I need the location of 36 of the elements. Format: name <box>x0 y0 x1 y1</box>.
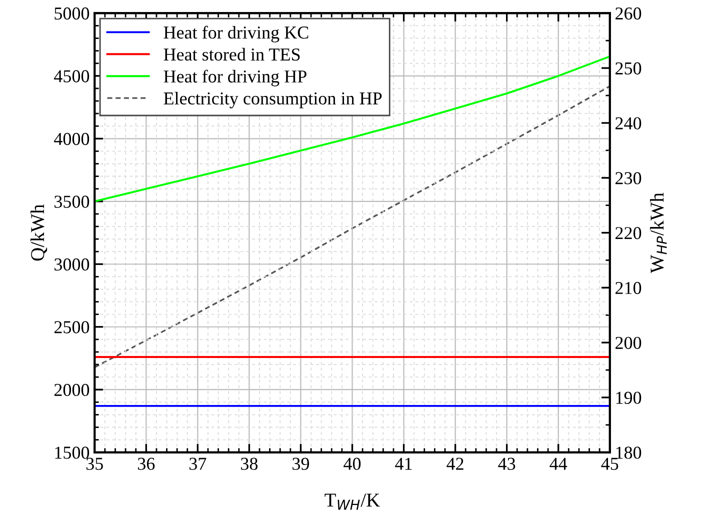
x-tick-label: 35 <box>86 458 103 470</box>
y-axis-title: Q/kWh <box>30 204 48 261</box>
y-tick-label: 4000 <box>54 132 90 146</box>
y-tick-label: 2500 <box>54 321 90 334</box>
y2-tick-label: 220 <box>616 227 642 240</box>
y-tick-label: 4500 <box>54 70 90 82</box>
y2-tick-label: 250 <box>616 62 642 74</box>
x-axis-title: T$_{WH}$/K <box>324 494 380 510</box>
line-series <box>94 85 610 368</box>
y2-tick-label: 210 <box>616 282 642 294</box>
legend-label: Heat for driving KC <box>164 26 308 42</box>
y-tick-label: 5000 <box>54 7 90 20</box>
legend-label: Electricity consumption in HP <box>164 92 382 108</box>
legend-label: Heat for driving HP <box>164 70 306 86</box>
x-tick-label: 36 <box>138 458 155 470</box>
y2-axis-title: W$_{HP}$/kWh <box>650 192 667 274</box>
y2-tick-label: 260 <box>616 7 642 20</box>
x-tick-label: 39 <box>292 458 310 470</box>
y-tick-label: 1500 <box>55 446 90 459</box>
legend-label: Heat stored in TES <box>164 48 300 61</box>
y2-tick-label: 240 <box>616 117 642 130</box>
x-tick-label: 45 <box>601 458 618 470</box>
x-tick-label: 41 <box>395 458 412 470</box>
x-tick-label: 40 <box>344 458 361 470</box>
x-tick-label: 44 <box>550 458 568 470</box>
y2-tick-label: 180 <box>616 446 642 459</box>
x-tick-label: 37 <box>190 458 206 470</box>
x-tick-label: 42 <box>446 458 464 470</box>
y2-tick-label: 200 <box>616 336 642 349</box>
x-tick-label: 38 <box>241 458 258 470</box>
y-tick-label: 3500 <box>54 196 90 208</box>
y2-tick-label: 190 <box>616 392 642 404</box>
y2-tick-label: 230 <box>616 172 642 184</box>
y-tick-label: 3000 <box>54 258 90 271</box>
y-tick-label: 2000 <box>54 384 90 396</box>
x-tick-label: 43 <box>498 458 516 470</box>
